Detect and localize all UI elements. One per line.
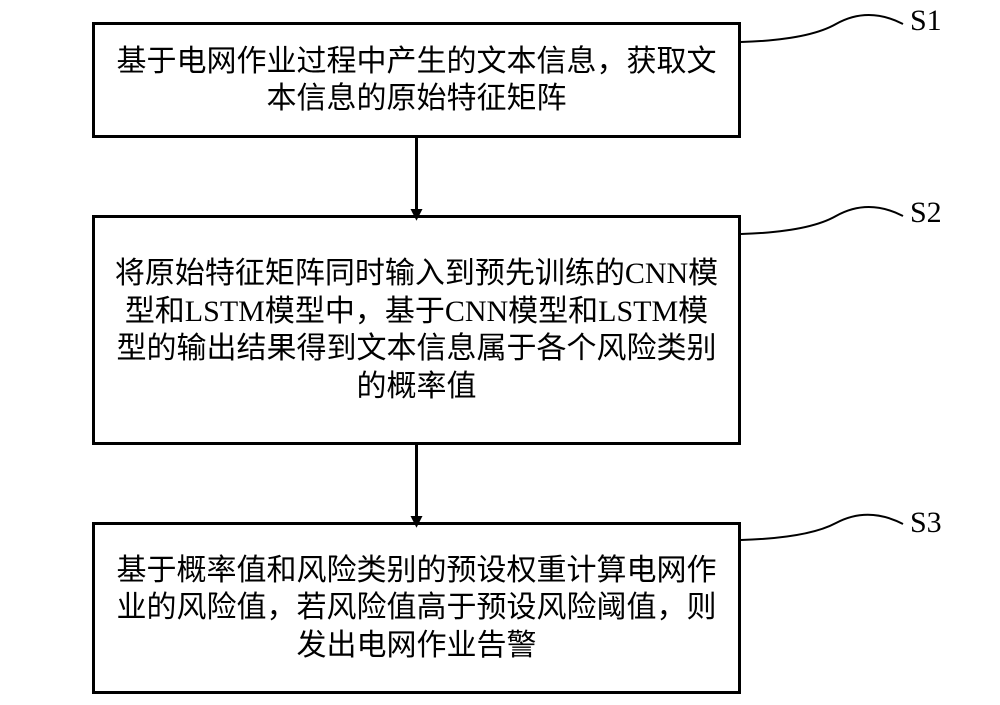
flowchart-box-s3-text: 基于概率值和风险类别的预设权重计算电网作 业的风险值，若风险值高于预设风险阈值，… bbox=[117, 552, 717, 665]
flowchart-label-s2-text: S2 bbox=[910, 196, 942, 229]
flowchart-label-s1-text: S1 bbox=[910, 4, 942, 37]
flowchart-label-s1: S1 bbox=[910, 4, 942, 38]
flowchart-box-s2: 将原始特征矩阵同时输入到预先训练的CNN模 型和LSTM模型中，基于CNN模型和… bbox=[92, 215, 741, 445]
flowchart-box-s3: 基于概率值和风险类别的预设权重计算电网作 业的风险值，若风险值高于预设风险阈值，… bbox=[92, 522, 741, 694]
leader-s2 bbox=[741, 207, 903, 234]
leader-s1 bbox=[741, 15, 903, 42]
flowchart-label-s3-text: S3 bbox=[910, 506, 942, 539]
flowchart-box-s1-text: 基于电网作业过程中产生的文本信息，获取文 本信息的原始特征矩阵 bbox=[117, 43, 717, 118]
flowchart-box-s1: 基于电网作业过程中产生的文本信息，获取文 本信息的原始特征矩阵 bbox=[92, 22, 741, 138]
leader-s3 bbox=[741, 515, 903, 540]
flowchart-stage: 基于电网作业过程中产生的文本信息，获取文 本信息的原始特征矩阵 将原始特征矩阵同… bbox=[0, 0, 1000, 705]
flowchart-label-s3: S3 bbox=[910, 506, 942, 540]
flowchart-label-s2: S2 bbox=[910, 196, 942, 230]
flowchart-box-s2-text: 将原始特征矩阵同时输入到预先训练的CNN模 型和LSTM模型中，基于CNN模型和… bbox=[115, 255, 718, 405]
